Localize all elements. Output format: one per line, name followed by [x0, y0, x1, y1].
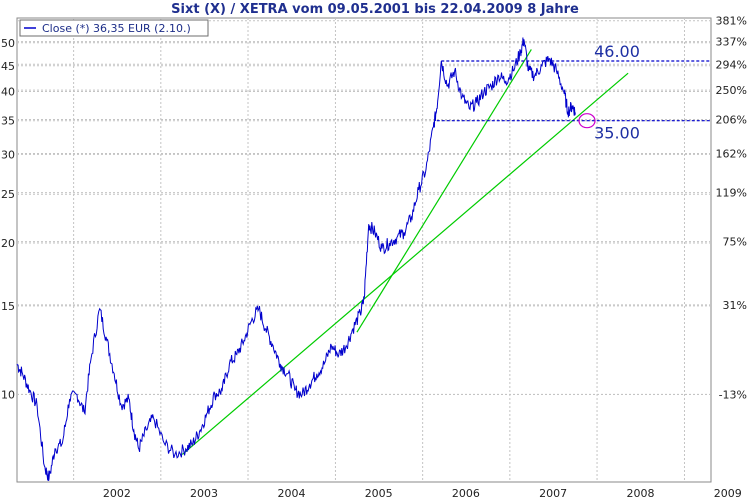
highlight-circle	[578, 113, 596, 129]
y-tick-label: 45	[1, 60, 15, 73]
y-tick-label: 10	[1, 388, 15, 401]
right-tick-label: 31%	[723, 299, 747, 312]
x-tick-label: 2007	[539, 487, 567, 500]
x-tick-label: 2006	[452, 487, 480, 500]
x-tick-label: 2008	[627, 487, 655, 500]
right-tick-label: 381%	[716, 15, 747, 28]
trendlines	[181, 49, 629, 455]
x-tick-label: 2003	[190, 487, 218, 500]
legend: Close (*) 36,35 EUR (2.10.)	[19, 19, 209, 37]
x-tick-label: 2005	[365, 487, 393, 500]
legend-box	[19, 19, 209, 37]
right-tick-label: 337%	[716, 36, 747, 49]
trendline	[356, 49, 532, 333]
y-tick-label: 35	[1, 115, 15, 128]
right-tick-label: 294%	[716, 58, 747, 71]
right-tick-label: 206%	[716, 114, 747, 127]
level-lines: 46.00 35.00	[436, 42, 711, 143]
x-tick-label: 2004	[277, 487, 305, 500]
y-tick-label: 40	[1, 86, 15, 99]
y-tick-label: 25	[1, 188, 15, 201]
series-layer	[16, 37, 576, 481]
right-tick-label: 119%	[716, 187, 747, 200]
legend-label: Close (*) 36,35 EUR (2.10.)	[42, 22, 191, 35]
trendline	[181, 72, 629, 455]
y-tick-label: 20	[1, 237, 15, 250]
level-label: 35.00	[594, 124, 640, 143]
y-tick-label: 15	[1, 300, 15, 313]
chart-title: Sixt (X) / XETRA vom 09.05.2001 bis 22.0…	[171, 2, 579, 17]
plot-frame	[16, 17, 712, 483]
x-tick-label: 2009	[714, 487, 742, 500]
price-line	[16, 37, 576, 481]
y-tick-label: 30	[1, 148, 15, 161]
right-tick-label: 75%	[723, 236, 747, 249]
right-tick-label: 250%	[716, 84, 747, 97]
grid-lines	[17, 18, 711, 482]
right-tick-label: 162%	[716, 147, 747, 160]
right-tick-label: -13%	[719, 388, 747, 401]
x-tick-label: 2002	[103, 487, 131, 500]
y-tick-label: 50	[1, 37, 15, 50]
axes: 2002 2003 2004 2005 2006 2007 2008 2009 10 15 20 25…	[1, 15, 747, 500]
level-label: 46.00	[594, 42, 640, 61]
